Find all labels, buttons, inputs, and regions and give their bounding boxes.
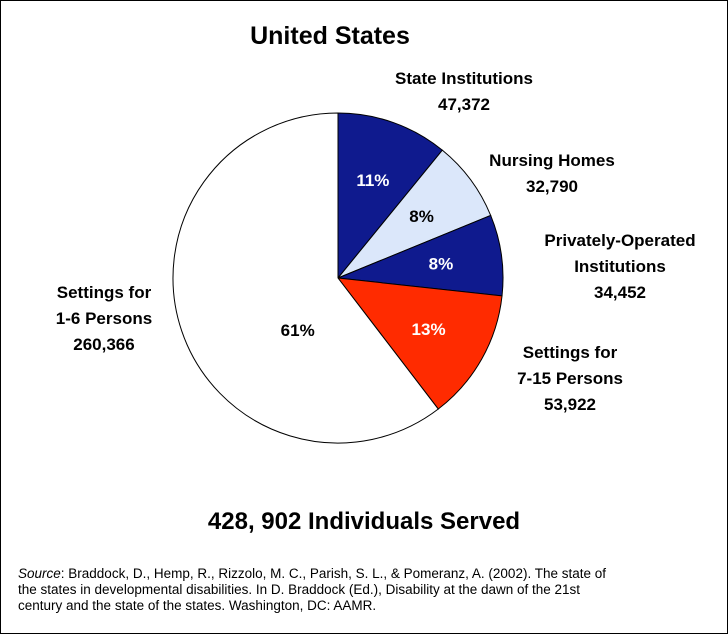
count-label: 34,452 — [594, 283, 646, 302]
source-label: Source — [18, 566, 61, 581]
pie-slice — [172, 112, 439, 444]
slice-percent: 61% — [281, 321, 315, 340]
count-label: 32,790 — [526, 177, 578, 196]
source-text: : Braddock, D., Hemp, R., Rizzolo, M. C.… — [18, 566, 606, 613]
category-label: State Institutions — [395, 69, 533, 88]
category-label: Privately-Operated Institutions — [544, 231, 695, 276]
source: Source: Braddock, D., Hemp, R., Rizzolo,… — [18, 566, 618, 614]
count-label: 47,372 — [438, 95, 490, 114]
slice-percent: 8% — [409, 207, 434, 226]
pie-slice — [336, 277, 503, 410]
count-label: 260,366 — [73, 335, 134, 354]
chart-title: United States — [250, 22, 410, 50]
category-label: Nursing Homes — [489, 151, 615, 170]
count-label: 53,922 — [544, 395, 596, 414]
slice-percent: 13% — [412, 320, 446, 339]
slice-percent: 11% — [356, 171, 389, 190]
total-label: 428, 902 Individuals Served — [208, 508, 520, 535]
category-label: Settings for 7-15 Persons — [517, 343, 623, 388]
pie-slice — [337, 112, 444, 280]
slice-percent: 8% — [429, 254, 454, 273]
category-label: Settings for 1-6 Persons — [56, 283, 152, 328]
